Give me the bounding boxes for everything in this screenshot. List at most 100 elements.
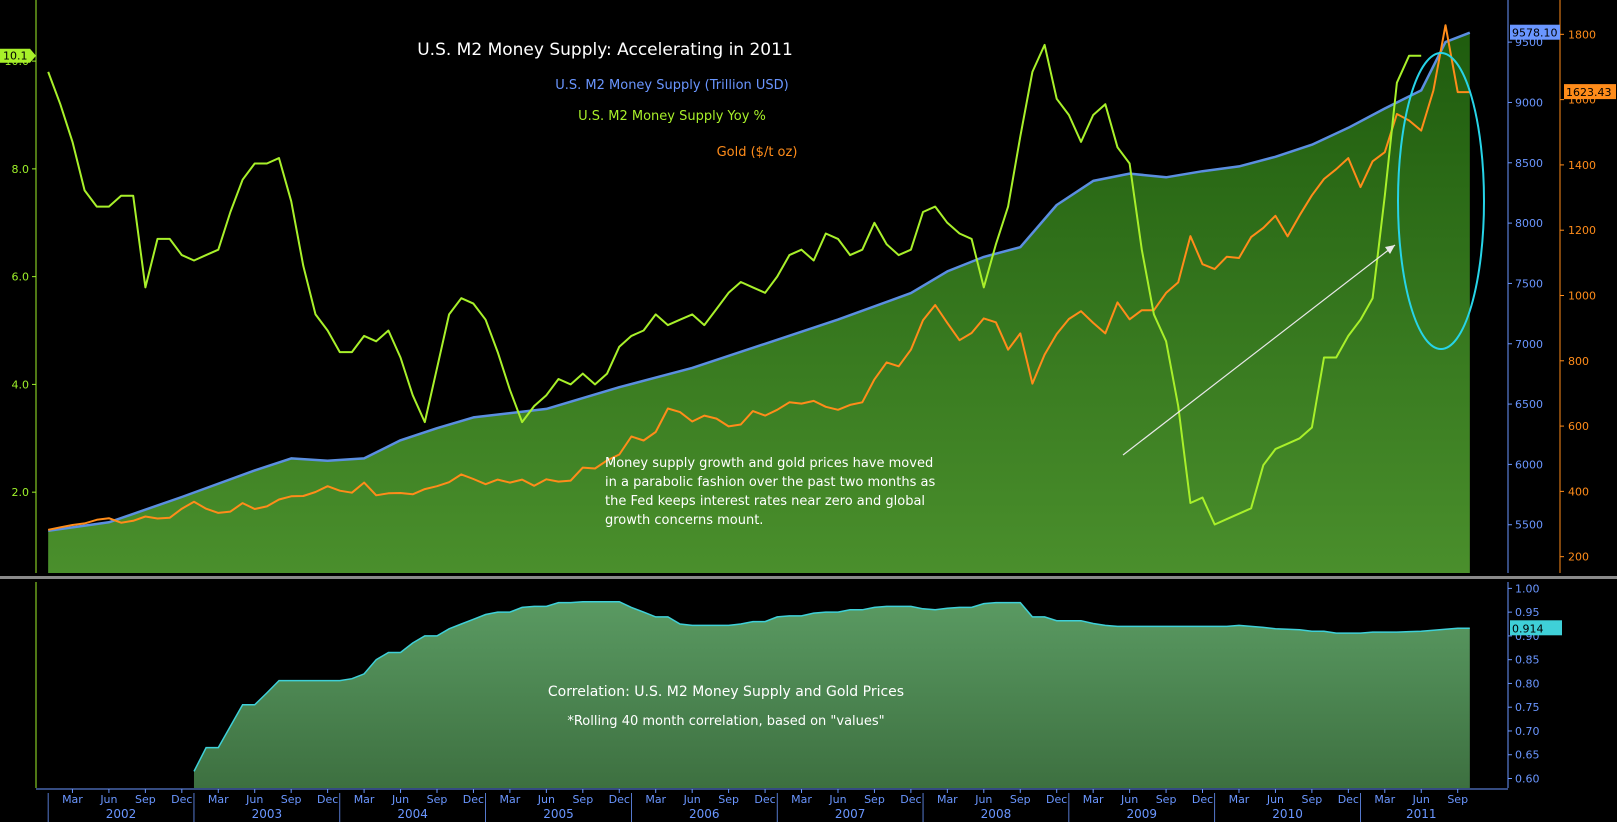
gold-last-value: 1623.43 (1566, 86, 1612, 99)
month-label: Jun (99, 793, 117, 806)
yoy-last-value: 10.1 (3, 50, 28, 63)
left-axis-label: 2.0 (12, 486, 30, 499)
corr-axis-label: 0.80 (1515, 677, 1540, 690)
month-label: Sep (281, 793, 302, 806)
correlation-fill (193, 601, 1470, 788)
annotation-arrow (1122, 244, 1396, 456)
month-label: Dec (609, 793, 630, 806)
corr-axis-label: 0.95 (1515, 606, 1540, 619)
year-label: 2006 (689, 807, 720, 821)
month-label: Jun (974, 793, 992, 806)
month-label: Mar (791, 793, 812, 806)
year-label: 2010 (1272, 807, 1303, 821)
m2-line (48, 31, 1471, 533)
month-label: Jun (537, 793, 555, 806)
gold-last-value-bg (1564, 84, 1616, 100)
gold-line (47, 24, 1470, 531)
month-label: Sep (572, 793, 593, 806)
month-label: Jun (1412, 793, 1430, 806)
legend-m2: U.S. M2 Money Supply (Trillion USD) (555, 78, 789, 93)
month-label: Jun (683, 793, 701, 806)
gold-axis-label: 200 (1568, 551, 1589, 564)
m2-axis-label: 5500 (1515, 519, 1543, 532)
m2-last-value-bg (1510, 24, 1560, 40)
gold-axis-label: 600 (1568, 420, 1589, 433)
correlation-right-axis: 0.600.650.700.750.800.850.900.951.00 (35, 582, 1540, 788)
corr-last-value-bg (1510, 620, 1562, 636)
correlation-title: Correlation: U.S. M2 Money Supply and Go… (548, 684, 904, 700)
annotation-line: the Fed keeps interest rates near zero a… (605, 494, 925, 509)
gold-axis-label: 1000 (1568, 290, 1596, 303)
month-label: Dec (900, 793, 921, 806)
left-axis-label: 4.0 (12, 378, 30, 391)
m2-axis-label: 8000 (1515, 217, 1543, 230)
month-label: Dec (1192, 793, 1213, 806)
year-label: 2005 (543, 807, 574, 821)
gold-axis-label: 1800 (1568, 28, 1596, 41)
month-label: Mar (645, 793, 666, 806)
m2-axis-label: 7500 (1515, 277, 1543, 290)
annotation-ellipse (1397, 52, 1485, 350)
month-label: Dec (754, 793, 775, 806)
gold-axis-label: 400 (1568, 485, 1589, 498)
m2-last-value: 9578.10 (1512, 27, 1558, 40)
month-label: Mar (354, 793, 375, 806)
month-label: Mar (1083, 793, 1104, 806)
corr-axis-label: 1.00 (1515, 582, 1540, 595)
correlation-line (193, 600, 1470, 772)
month-label: Dec (317, 793, 338, 806)
panel-divider (0, 576, 1617, 579)
year-label: 2011 (1406, 807, 1437, 821)
date-axis: Mar Jun Sep Dec Mar Jun Sep Dec Mar Jun Sep Dec Mar J… (36, 788, 1508, 822)
month-label: Mar (500, 793, 521, 806)
month-label: Sep (1010, 793, 1031, 806)
corr-axis-label: 0.60 (1515, 772, 1540, 785)
month-label: Dec (1338, 793, 1359, 806)
month-label: Mar (208, 793, 229, 806)
month-label: Mar (62, 793, 83, 806)
month-label: Dec (463, 793, 484, 806)
m2-axis-label: 7000 (1515, 338, 1543, 351)
yoy-last-value-bg (0, 48, 36, 63)
month-label: Dec (171, 793, 192, 806)
corr-last-value: 0.914 (1512, 622, 1544, 635)
left-axis-label: 8.0 (12, 163, 30, 176)
month-label: Sep (718, 793, 739, 806)
annotation-line: Money supply growth and gold prices have… (605, 456, 933, 471)
left-axis-label: 6.0 (12, 271, 30, 284)
m2-axis-label: 9000 (1515, 96, 1543, 109)
m2-axis-label: 6500 (1515, 398, 1543, 411)
month-label: Sep (864, 793, 885, 806)
m2-axis-label: 6000 (1515, 458, 1543, 471)
annotation-text: Money supply growth and gold prices have… (605, 456, 936, 528)
year-label: 2007 (835, 807, 866, 821)
month-label: Jun (828, 793, 846, 806)
month-label: Jun (245, 793, 263, 806)
corr-axis-label: 0.75 (1515, 701, 1540, 714)
month-label: Mar (937, 793, 958, 806)
gold-axis-label: 800 (1568, 355, 1589, 368)
legend-yoy: U.S. M2 Money Supply Yoy % (578, 109, 766, 124)
gold-axis-label: 1400 (1568, 159, 1596, 172)
corr-axis-label: 0.65 (1515, 749, 1540, 762)
month-label: Mar (1374, 793, 1395, 806)
m2-area (48, 32, 1470, 573)
month-label: Jun (1266, 793, 1284, 806)
year-label: 2008 (981, 807, 1012, 821)
yoy-line (47, 43, 1422, 526)
month-label: Jun (391, 793, 409, 806)
correlation-area (193, 600, 1470, 788)
month-label: Sep (427, 793, 448, 806)
gold-axis-label: 1200 (1568, 224, 1596, 237)
annotation-line: in a parabolic fashion over the past two… (605, 475, 936, 490)
month-label: Sep (1302, 793, 1323, 806)
legend-gold: Gold ($/t oz) (717, 145, 798, 160)
month-label: Jun (1120, 793, 1138, 806)
month-label: Sep (1447, 793, 1468, 806)
year-label: 2002 (106, 807, 137, 821)
corr-axis-label: 0.85 (1515, 654, 1540, 667)
last-value-labels: 9578.10 1623.43 10.1 0.914 (0, 24, 1616, 636)
year-label: 2009 (1126, 807, 1157, 821)
annotation-line: growth concerns mount. (605, 513, 763, 528)
